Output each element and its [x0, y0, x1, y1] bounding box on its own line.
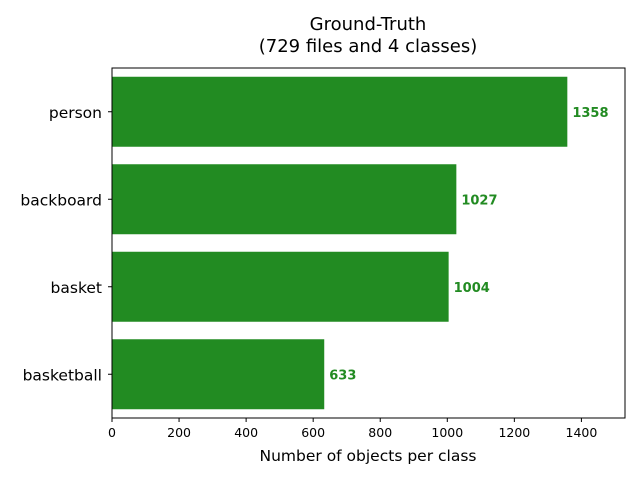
bar-backboard — [112, 164, 457, 235]
x-tick-label-200: 200 — [167, 425, 191, 440]
x-tick-label-1200: 1200 — [498, 425, 530, 440]
y-tick-label-basket: basket — [51, 279, 102, 297]
bar-basketball — [112, 339, 325, 410]
chart-subtitle: (729 files and 4 classes) — [259, 36, 478, 57]
x-tick-label-600: 600 — [301, 425, 325, 440]
bars-group: 1358 1027 1004 633 — [112, 76, 609, 410]
x-tick-label-400: 400 — [234, 425, 258, 440]
x-axis-label: Number of objects per class — [260, 447, 477, 465]
y-tick-label-person: person — [49, 104, 102, 122]
data-label-person: 1358 — [572, 106, 608, 121]
x-tick-label-800: 800 — [368, 425, 392, 440]
chart-title: Ground-Truth — [310, 14, 427, 35]
y-tick-label-backboard: backboard — [20, 191, 102, 209]
x-tick-label-0: 0 — [108, 425, 116, 440]
plot-frame — [111, 67, 626, 419]
bar-person — [112, 76, 568, 147]
data-label-basketball: 633 — [329, 368, 356, 383]
y-tick-label-basketball: basketball — [23, 366, 102, 384]
bar-basket — [112, 251, 449, 322]
x-tick-label-1400: 1400 — [566, 425, 598, 440]
data-label-basket: 1004 — [454, 281, 490, 296]
data-label-backboard: 1027 — [461, 193, 497, 208]
axes-group: person backboard basket basketball 0 200 400 60… — [20, 67, 626, 440]
x-tick-label-1000: 1000 — [431, 425, 463, 440]
